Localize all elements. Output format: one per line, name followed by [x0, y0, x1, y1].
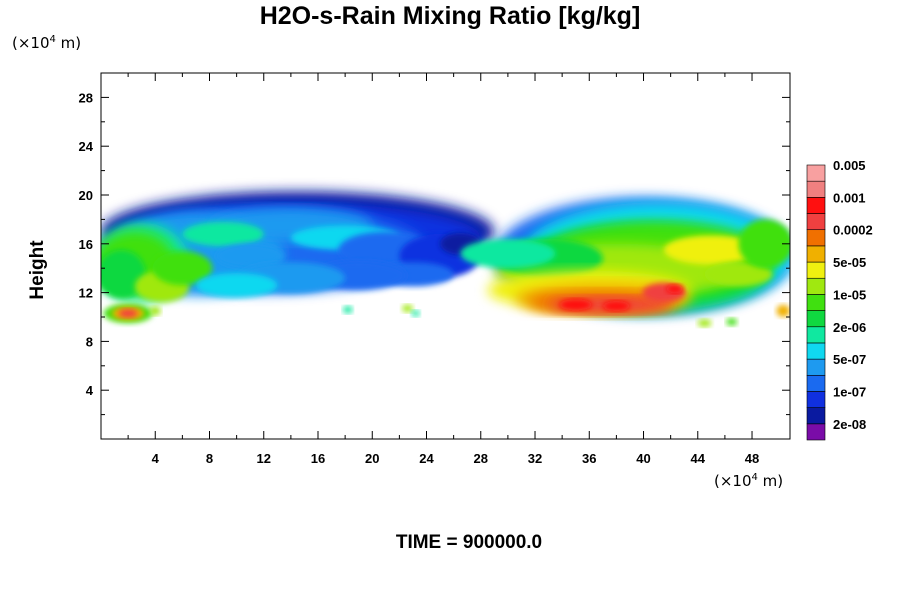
colorbar-label: 2e-08 [833, 417, 866, 432]
mixing-ratio-field [101, 191, 790, 327]
x-axis-unit: (×104 m) [714, 472, 783, 490]
colorbar-swatch [806, 213, 826, 231]
field-patch [738, 219, 790, 269]
y-tick-label: 16 [79, 237, 93, 252]
colorbar-swatch [806, 407, 826, 425]
colorbar-label: 2e-06 [833, 320, 866, 335]
field-patch [411, 310, 420, 317]
colorbar-swatch [806, 342, 826, 360]
colorbar-swatch [806, 374, 826, 392]
colorbar-swatch [806, 164, 826, 182]
x-tick-label: 32 [528, 451, 542, 466]
field-patch [149, 306, 161, 316]
field-patch [152, 251, 213, 286]
field-patch [704, 262, 773, 287]
field-patch [697, 319, 712, 327]
colorbar-swatch [806, 310, 826, 328]
colorbar-label: 0.0002 [833, 223, 873, 238]
colorbar-swatch [806, 423, 826, 441]
x-tick-label: 40 [636, 451, 650, 466]
y-tick-label: 12 [79, 286, 93, 301]
x-tick-label: 4 [152, 451, 160, 466]
x-tick-label: 12 [257, 451, 271, 466]
colorbar-label: 1e-07 [833, 384, 866, 399]
y-tick-label: 24 [79, 139, 94, 154]
x-tick-label: 36 [582, 451, 596, 466]
x-tick-label: 8 [206, 451, 213, 466]
colorbar-swatch [806, 326, 826, 344]
colorbar: 2e-08 1e-07 5e-07 2e-06 1e-05 5e-05 0.0002 0.00… [806, 158, 873, 441]
x-unit-suffix: m) [757, 472, 784, 490]
x-unit-prefix: (×10 [714, 472, 752, 490]
x-axis: 4 8 12 16 20 24 28 32 36 40 44 48 [127, 73, 759, 466]
field-patch [559, 299, 592, 311]
colorbar-swatch [806, 294, 826, 311]
field-patch [216, 243, 285, 269]
field-patch [726, 318, 738, 326]
plot-frame [100, 72, 791, 440]
colorbar-swatch [806, 197, 826, 214]
colorbar-swatch [806, 358, 826, 376]
field-patch [343, 306, 353, 314]
field-patch [402, 304, 413, 313]
x-tick-label: 48 [745, 451, 759, 466]
colorbar-swatch [806, 229, 826, 247]
x-tick-label: 20 [365, 451, 379, 466]
y-unit-exponent: 4 [49, 34, 56, 45]
y-unit-suffix: m) [55, 34, 82, 52]
x-tick-label: 16 [311, 451, 325, 466]
colorbar-swatch [806, 180, 826, 198]
x-unit-exponent: 4 [751, 472, 758, 483]
chart-title: H2O-s-Rain Mixing Ratio [kg/kg] [259, 2, 641, 30]
x-tick-label: 24 [419, 451, 434, 466]
y-tick-label: 20 [79, 188, 93, 203]
field-patch [460, 238, 556, 269]
colorbar-swatch [806, 391, 826, 408]
y-unit-prefix: (×10 [12, 34, 50, 52]
field-patch [666, 284, 683, 294]
field-patch [776, 304, 790, 317]
field-patch [101, 249, 146, 299]
field-patch [118, 309, 138, 318]
colorbar-label: 1e-05 [833, 287, 866, 302]
field-patch [663, 235, 759, 265]
colorbar-swatch [806, 277, 826, 295]
field-patch [182, 221, 264, 247]
colorbar-swatch [806, 261, 826, 279]
colorbar-swatch [806, 245, 826, 263]
y-tick-label: 28 [79, 90, 93, 105]
y-axis-unit: (×104 m) [12, 34, 81, 52]
x-tick-label: 44 [691, 451, 706, 466]
field-patch [195, 273, 278, 298]
colorbar-label: 0.001 [833, 190, 866, 205]
colorbar-label: 5e-05 [833, 255, 866, 270]
field-patch [602, 301, 630, 311]
x-tick-label: 28 [474, 451, 488, 466]
y-axis: 4 8 12 16 20 24 28 [79, 90, 790, 416]
colorbar-label: 0.005 [833, 158, 866, 173]
y-tick-label: 4 [86, 383, 94, 398]
y-tick-label: 8 [86, 334, 93, 349]
time-label: TIME = 900000.0 [395, 532, 543, 553]
colorbar-label: 5e-07 [833, 352, 866, 367]
